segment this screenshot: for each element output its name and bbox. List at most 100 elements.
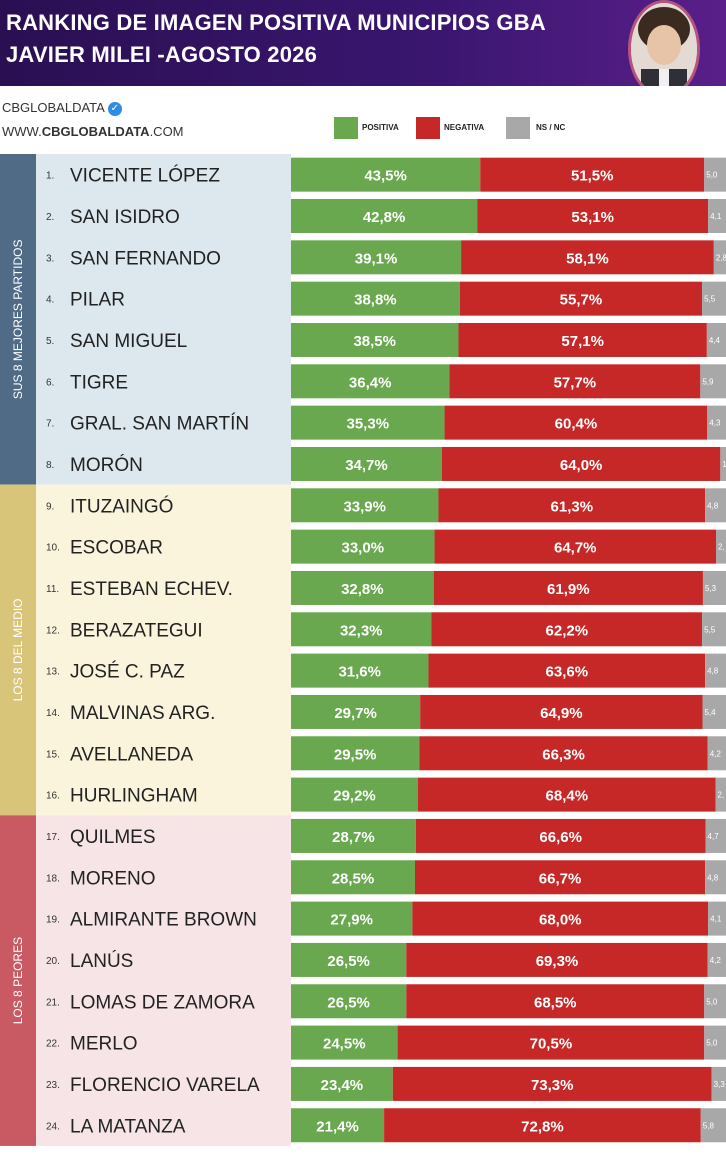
label-nsnc: 4,4 <box>709 336 721 345</box>
bar-positiva <box>291 405 445 440</box>
municipio-name: TIGRE <box>70 372 128 393</box>
label-nsnc: 5,8 <box>703 1121 715 1130</box>
municipio-name: ESTEBAN ECHEV. <box>70 579 233 600</box>
chart-title-line2: JAVIER MILEI -AGOSTO 2026 <box>6 42 318 67</box>
bar-negativa <box>441 446 721 481</box>
rank-number: 4. <box>46 295 54 306</box>
legend-swatch-negativa <box>416 117 440 139</box>
bar-positiva <box>291 364 450 399</box>
municipio-name: MERLO <box>70 1034 138 1055</box>
label-nsnc: 4,2 <box>710 956 722 965</box>
label-negativa: 66,3% <box>542 746 585 763</box>
municipio-name: JOSÉ C. PAZ <box>70 662 185 683</box>
label-negativa: 70,5% <box>530 1036 573 1053</box>
bar-negativa <box>419 736 708 771</box>
label-positiva: 38,8% <box>354 292 397 309</box>
group-background <box>0 815 291 1146</box>
group-label: LOS 8 DEL MEDIO <box>11 598 25 701</box>
bar-nsnc <box>707 942 726 977</box>
bar-nsnc <box>715 529 726 564</box>
label-negativa: 69,3% <box>536 953 579 970</box>
bar-negativa <box>431 612 703 647</box>
label-positiva: 35,3% <box>347 416 390 433</box>
rank-number: 2. <box>46 212 54 223</box>
label-nsnc: 2, <box>718 791 725 800</box>
bar-negativa <box>412 901 709 936</box>
bar-negativa <box>449 364 701 399</box>
label-positiva: 36,4% <box>349 374 392 391</box>
municipio-name: SAN MIGUEL <box>70 331 187 352</box>
bar-positiva <box>291 901 413 936</box>
rank-number: 7. <box>46 419 54 430</box>
bar-nsnc <box>704 1025 726 1060</box>
label-nsnc: 3,3 <box>714 1080 726 1089</box>
rank-number: 6. <box>46 377 54 388</box>
bar-nsnc <box>708 901 726 936</box>
bar-positiva <box>291 446 442 481</box>
legend-swatch-nsnc <box>506 117 530 139</box>
rank-number: 14. <box>46 708 60 719</box>
label-nsnc: 5,0 <box>706 997 718 1006</box>
label-nsnc: 5,0 <box>706 171 718 180</box>
label-positiva: 26,5% <box>327 994 370 1011</box>
bar-negativa <box>420 694 703 729</box>
bar-positiva <box>291 157 481 192</box>
group-background <box>0 484 291 816</box>
label-nsnc: 5,5 <box>704 625 716 634</box>
rank-number: 11. <box>46 584 59 595</box>
rank-number: 18. <box>46 873 60 884</box>
municipio-name: MORENO <box>70 868 156 889</box>
bar-nsnc <box>704 984 726 1019</box>
bar-negativa <box>461 240 714 275</box>
municipio-name: LANÚS <box>70 950 133 972</box>
municipio-name: VICENTE LÓPEZ <box>70 165 220 187</box>
municipio-name: ITUZAINGÓ <box>70 495 173 517</box>
bar-positiva <box>291 612 432 647</box>
bar-negativa <box>480 157 705 192</box>
rank-number: 16. <box>46 791 60 802</box>
bar-positiva <box>291 942 407 977</box>
municipio-name: MORÓN <box>70 454 143 476</box>
municipio-name: ALMIRANTE BROWN <box>70 910 257 931</box>
rank-number: 15. <box>46 749 60 760</box>
bar-negativa <box>444 405 708 440</box>
label-positiva: 33,0% <box>342 540 385 557</box>
verified-check-icon: ✓ <box>107 101 122 116</box>
label-negativa: 72,8% <box>521 1118 564 1135</box>
label-positiva: 32,8% <box>341 581 384 598</box>
portrait-avatar <box>628 0 700 98</box>
rank-number: 5. <box>46 336 54 347</box>
bar-positiva <box>291 1108 385 1143</box>
label-nsnc: 4,8 <box>707 873 719 882</box>
municipio-name: ESCOBAR <box>70 538 163 559</box>
bar-nsnc <box>720 446 726 481</box>
bar-negativa <box>477 198 709 233</box>
bar-nsnc <box>705 488 726 523</box>
municipio-name: LOMAS DE ZAMORA <box>70 992 255 1013</box>
legend-label-nsnc: NS / NC <box>536 123 566 132</box>
bar-positiva <box>291 198 478 233</box>
label-positiva: 29,7% <box>334 705 377 722</box>
rank-number: 19. <box>46 915 60 926</box>
label-negativa: 64,9% <box>540 705 583 722</box>
rank-number: 22. <box>46 1039 60 1050</box>
label-positiva: 29,5% <box>334 746 377 763</box>
rank-number: 20. <box>46 956 60 967</box>
label-nsnc: 5,3 <box>705 584 717 593</box>
rank-number: 23. <box>46 1080 60 1091</box>
bar-negativa <box>415 818 706 853</box>
bar-positiva <box>291 653 429 688</box>
label-positiva: 42,8% <box>363 209 406 226</box>
group-label: LOS 8 PEORES <box>11 937 25 1024</box>
bar-negativa <box>459 281 703 316</box>
label-positiva: 43,5% <box>364 168 407 185</box>
label-positiva: 27,9% <box>330 912 373 929</box>
bar-positiva <box>291 529 435 564</box>
label-nsnc: 5,9 <box>702 377 714 386</box>
bar-negativa <box>392 1066 712 1101</box>
bar-negativa <box>458 322 707 357</box>
chart-title-line1: RANKING DE IMAGEN POSITIVA MUNICIPIOS GB… <box>6 10 546 35</box>
label-positiva: 38,5% <box>353 333 396 350</box>
municipio-name: PILAR <box>70 290 125 311</box>
label-nsnc: 5,4 <box>705 708 717 717</box>
